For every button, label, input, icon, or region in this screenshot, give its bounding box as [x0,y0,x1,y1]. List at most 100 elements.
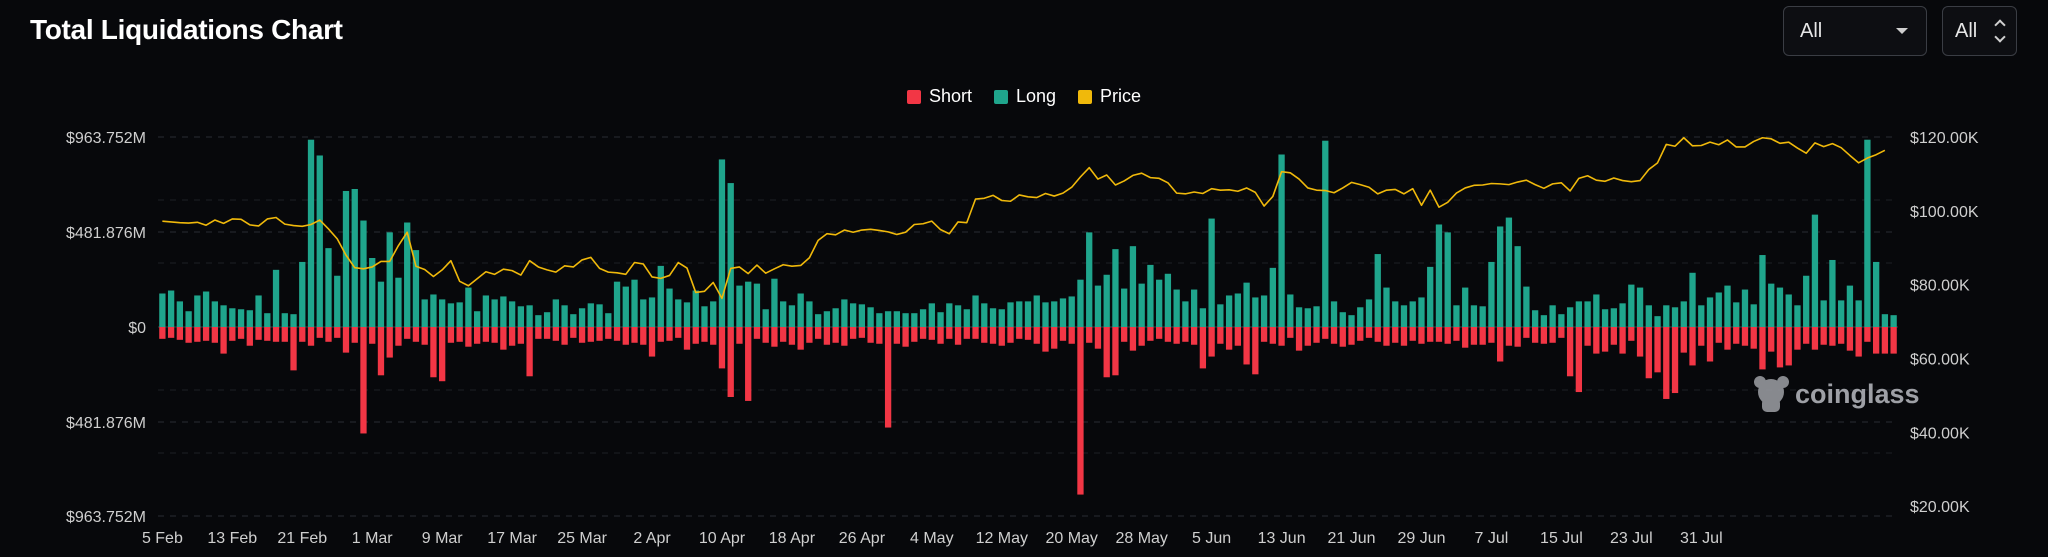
long-bar [202,291,210,327]
long-bar [1593,294,1600,327]
time-range-select[interactable]: All [1783,6,1927,56]
short-bar [1016,327,1023,339]
short-bar [1435,327,1443,342]
long-bar [229,308,236,327]
short-bar [237,327,245,339]
long-bar [1733,302,1740,327]
long-bar [613,281,621,327]
long-bar [1470,305,1478,327]
long-bar [1024,301,1032,327]
short-bar [1680,327,1687,353]
long-bar [902,313,909,327]
price-line [162,136,1886,300]
long-bar [1269,267,1276,327]
short-bar [491,327,498,343]
short-bar [447,327,455,343]
short-bar [1121,327,1128,342]
long-bar [1689,272,1696,327]
long-bar [1129,246,1137,327]
short-bar [797,327,804,350]
long-bar [220,305,227,327]
long-bar [605,313,612,327]
long-bar [430,294,437,327]
long-bar [954,305,962,327]
short-bar [412,327,420,342]
short-bar [1890,327,1897,354]
short-bar [1636,327,1644,357]
short-bar [1820,327,1827,345]
long-bar [1418,297,1425,327]
short-bar [430,327,437,378]
short-bar [1811,327,1819,350]
long-bar [1252,297,1259,327]
long-bar [1016,301,1023,327]
short-bar [1260,327,1268,342]
x-tick-label: 18 Apr [769,530,816,547]
long-bar [657,265,664,327]
short-bar [1339,327,1346,347]
short-bar [395,327,402,346]
long-bar [1803,275,1810,327]
short-bar [1864,327,1871,342]
long-bar [1645,305,1652,327]
short-bar [762,327,769,343]
long-bar [412,250,420,327]
long-bar [421,299,428,327]
long-bar [1829,259,1836,327]
long-bar [342,190,350,327]
short-bar [648,327,656,357]
long-bar [1225,295,1233,327]
coinglass-logo-icon [1754,376,1789,412]
long-bar [815,314,822,327]
short-bar [1182,327,1189,342]
x-tick-label: 17 Mar [487,530,537,547]
long-bar [325,248,332,327]
x-tick-label: 5 Feb [142,530,183,547]
long-bar [159,293,166,327]
short-bar [1156,327,1163,339]
long-bar [1278,154,1285,327]
short-bar [386,327,393,358]
short-bar [780,327,787,342]
chart-legend: Short Long Price [0,86,2048,107]
long-bar [570,314,577,327]
long-bar [1260,295,1268,327]
short-bar [570,327,577,338]
short-bar [989,327,997,344]
long-bar [1549,305,1556,327]
x-tick-label: 23 Jul [1610,530,1653,547]
short-bar [823,327,831,345]
short-bar [605,327,612,339]
long-bar [474,311,481,327]
short-bar [1741,327,1749,346]
coin-select[interactable]: All [1942,6,2017,56]
legend-item-price[interactable]: Price [1078,86,1141,107]
long-bar [893,311,900,327]
short-bar [255,327,262,340]
short-bar [1024,327,1032,340]
long-bar [561,305,568,327]
short-bar [1234,327,1241,346]
long-bar [631,279,638,327]
short-bar [1785,327,1792,366]
legend-item-short[interactable]: Short [906,86,972,107]
short-bar [893,327,900,344]
long-bar [1182,301,1189,327]
y-left-tick-label: $963.752M [66,130,146,147]
short-bar [299,327,306,342]
long-bar [299,261,306,327]
long-bar [675,299,682,327]
long-bar [1427,266,1434,327]
short-bar [1138,327,1145,346]
long-bar [919,309,927,327]
legend-item-long[interactable]: Long [993,86,1056,107]
long-bar [780,301,787,327]
long-bar [1846,285,1854,327]
short-bar [701,327,708,342]
short-bar [1007,327,1014,343]
long-bar [1453,305,1460,327]
short-bar [1881,327,1889,354]
long-bar [1094,285,1102,327]
long-bar [1706,297,1714,327]
